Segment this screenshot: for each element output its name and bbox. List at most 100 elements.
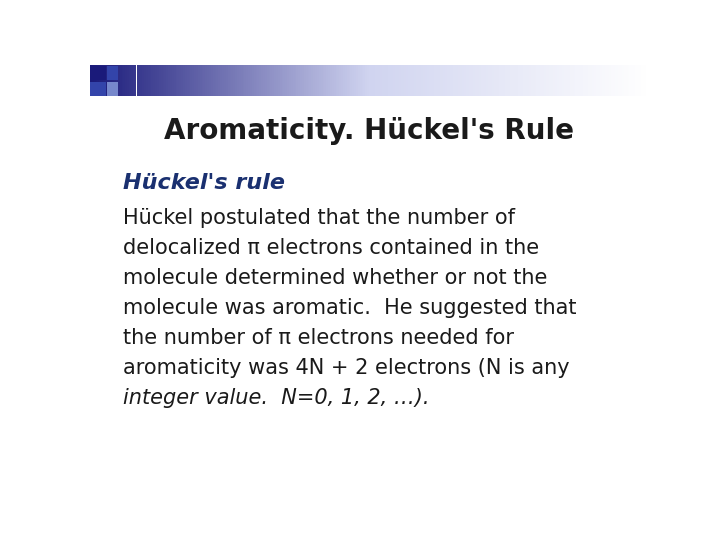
Bar (356, 65, 358, 96)
Bar (387, 65, 390, 96)
Bar (107, 82, 118, 96)
Bar (568, 65, 570, 96)
Bar (570, 65, 572, 96)
Bar (566, 65, 568, 96)
Bar (211, 65, 213, 96)
Bar (332, 65, 333, 96)
Bar (287, 65, 289, 96)
Bar (594, 65, 596, 96)
Bar (205, 65, 207, 96)
Bar (291, 65, 293, 96)
Bar (521, 65, 523, 96)
Bar (297, 65, 298, 96)
Bar (631, 65, 633, 96)
Bar (304, 65, 306, 96)
Bar (499, 65, 501, 96)
Bar (564, 65, 566, 96)
Bar (328, 65, 330, 96)
Bar (492, 65, 494, 96)
Bar (92, 65, 94, 96)
Bar (544, 65, 546, 96)
Bar (293, 65, 294, 96)
Bar (151, 65, 153, 96)
Bar (358, 65, 360, 96)
Bar (282, 65, 284, 96)
Bar (598, 65, 600, 96)
Bar (253, 65, 256, 96)
Text: Hückel postulated that the number of: Hückel postulated that the number of (124, 208, 516, 228)
Bar (384, 65, 386, 96)
Bar (462, 65, 464, 96)
Bar (397, 65, 399, 96)
Bar (618, 65, 620, 96)
Bar (609, 65, 611, 96)
Bar (155, 65, 157, 96)
Bar (248, 65, 250, 96)
Bar (395, 65, 397, 96)
Bar (199, 65, 202, 96)
Bar (451, 65, 453, 96)
Bar (265, 65, 266, 96)
Bar (367, 65, 369, 96)
Bar (587, 65, 588, 96)
Bar (145, 65, 148, 96)
Bar (364, 65, 365, 96)
Bar (347, 65, 348, 96)
Bar (644, 65, 646, 96)
Bar (192, 65, 194, 96)
Bar (246, 65, 248, 96)
Bar (307, 65, 310, 96)
Bar (432, 65, 434, 96)
Bar (101, 65, 103, 96)
Bar (129, 65, 131, 96)
Bar (280, 65, 282, 96)
Bar (557, 65, 559, 96)
Bar (518, 65, 520, 96)
Bar (469, 65, 472, 96)
Bar (233, 65, 235, 96)
Bar (613, 65, 615, 96)
Bar (140, 65, 142, 96)
Bar (122, 65, 124, 96)
Bar (163, 65, 164, 96)
Bar (228, 65, 230, 96)
Bar (607, 65, 609, 96)
Bar (243, 65, 244, 96)
Bar (142, 65, 144, 96)
Bar (369, 65, 371, 96)
Bar (271, 65, 272, 96)
Bar (99, 65, 101, 96)
Bar (642, 65, 644, 96)
Bar (475, 65, 477, 96)
Bar (520, 65, 521, 96)
Bar (360, 65, 361, 96)
Bar (144, 65, 145, 96)
Bar (131, 65, 132, 96)
Bar (540, 65, 542, 96)
Text: delocalized π electrons contained in the: delocalized π electrons contained in the (124, 238, 539, 258)
Bar (386, 65, 387, 96)
Bar (310, 65, 311, 96)
Bar (601, 65, 603, 96)
Bar (637, 65, 639, 96)
Bar (454, 65, 456, 96)
Bar (523, 65, 526, 96)
Bar (306, 65, 307, 96)
Text: molecule was aromatic.  He suggested that: molecule was aromatic. He suggested that (124, 298, 577, 318)
Bar (415, 65, 418, 96)
Bar (546, 65, 548, 96)
Bar (112, 65, 114, 96)
Bar (244, 65, 246, 96)
Bar (224, 65, 226, 96)
Bar (164, 65, 166, 96)
Bar (324, 65, 326, 96)
Text: aromaticity was 4N + 2 electrons (N is any: aromaticity was 4N + 2 electrons (N is a… (124, 358, 570, 378)
Bar (217, 65, 218, 96)
Bar (172, 65, 174, 96)
Bar (438, 65, 440, 96)
Bar (514, 65, 516, 96)
Bar (179, 65, 181, 96)
Bar (218, 65, 220, 96)
Bar (413, 65, 415, 96)
Bar (501, 65, 503, 96)
